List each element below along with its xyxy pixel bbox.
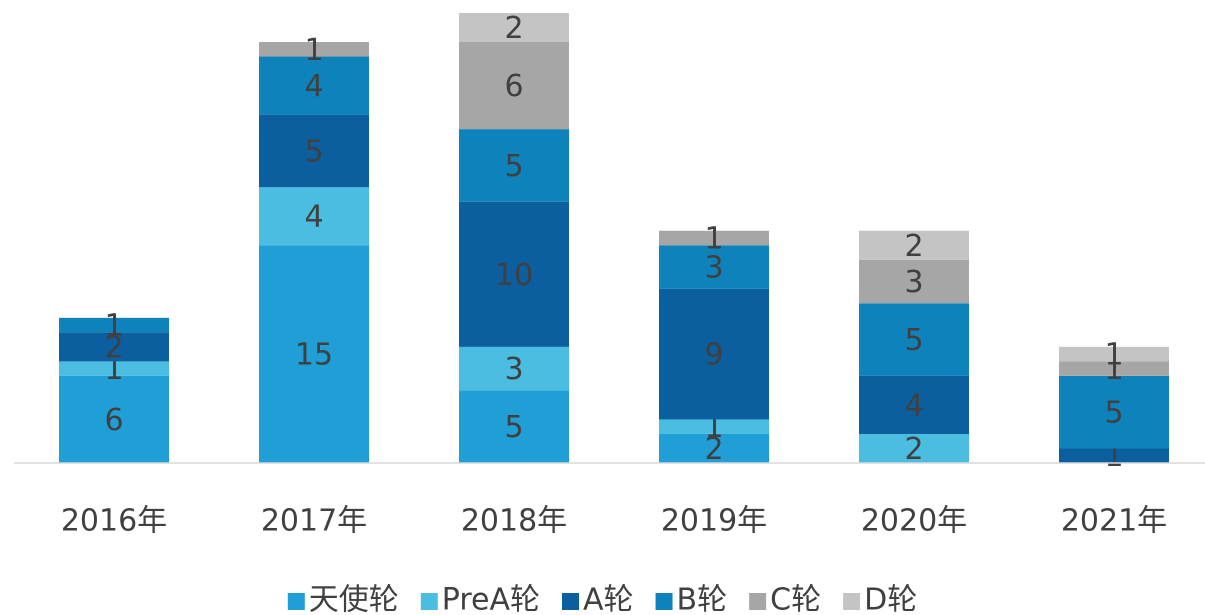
bar-segment <box>459 346 569 391</box>
data-label: 15 <box>295 338 333 373</box>
data-label: 3 <box>904 265 923 300</box>
bar-segment <box>1059 346 1169 362</box>
data-label: 5 <box>1104 396 1123 431</box>
data-label: 1 <box>704 222 723 257</box>
bar-segment <box>459 42 569 130</box>
bar-segment <box>659 230 769 246</box>
legend-swatch <box>843 593 861 610</box>
data-label: 5 <box>504 410 523 445</box>
bar-segment <box>859 259 969 304</box>
legend-swatch <box>287 593 305 610</box>
x-tick-label: 2021年 <box>1061 504 1167 539</box>
bar-segment <box>1059 448 1169 463</box>
legend-swatch <box>655 593 673 610</box>
bar-segment <box>59 332 169 362</box>
bar-segment <box>59 361 169 376</box>
legend-swatch <box>562 593 580 610</box>
bar-segment <box>659 288 769 420</box>
data-label: 4 <box>304 200 323 235</box>
data-label: 1 <box>104 309 123 344</box>
data-label: 2 <box>904 432 923 467</box>
legend-label: C轮 <box>770 583 821 615</box>
bar-segment <box>1059 375 1169 449</box>
data-label: 4 <box>904 388 923 423</box>
data-label: 2 <box>704 432 723 467</box>
bar-segment <box>859 303 969 376</box>
data-label: 9 <box>704 338 723 373</box>
bar-segment <box>659 419 769 434</box>
bar-segment <box>459 201 569 347</box>
data-label: 1 <box>304 33 323 68</box>
legend-label: 天使轮 <box>309 583 399 615</box>
legend-label: B轮 <box>677 583 728 615</box>
x-tick-label: 2018年 <box>461 504 567 539</box>
legend-label: PreA轮 <box>442 583 540 615</box>
data-label: 3 <box>704 251 723 286</box>
data-label: 2 <box>504 11 523 46</box>
bar-segment <box>459 129 569 202</box>
bar-segment <box>859 230 969 260</box>
bar-segment <box>859 375 969 434</box>
legend-label: A轮 <box>583 583 634 615</box>
bar-segment <box>459 390 569 463</box>
bar-segment <box>59 317 169 333</box>
bar-segment <box>459 13 569 43</box>
bar-segment <box>59 375 169 463</box>
bar-segment <box>859 433 969 463</box>
data-label: 2 <box>904 229 923 264</box>
data-label: 6 <box>104 403 123 438</box>
bar-segment <box>259 56 369 115</box>
x-tick-label: 2019年 <box>661 504 767 539</box>
bar-segment <box>659 433 769 463</box>
bar-segment <box>659 245 769 289</box>
legend-swatch <box>749 593 767 610</box>
data-label: 6 <box>504 69 523 104</box>
data-label: 5 <box>504 149 523 184</box>
data-label: 10 <box>495 258 533 293</box>
bar-segment <box>1059 361 1169 376</box>
data-label: 3 <box>504 352 523 387</box>
bar-segment <box>259 187 369 246</box>
data-label: 4 <box>304 69 323 104</box>
legend-swatch <box>420 593 438 610</box>
data-label: 5 <box>304 134 323 169</box>
data-label: 5 <box>904 323 923 358</box>
bar-segment <box>259 245 369 463</box>
data-label: 1 <box>1104 338 1123 373</box>
bar-segment <box>259 42 369 57</box>
x-tick-label: 2016年 <box>61 504 167 539</box>
data-label: 2 <box>104 330 123 365</box>
x-tick-label: 2017年 <box>261 504 367 539</box>
x-tick-label: 2020年 <box>861 504 967 539</box>
bar-segment <box>259 114 369 188</box>
legend-label: D轮 <box>864 583 917 615</box>
